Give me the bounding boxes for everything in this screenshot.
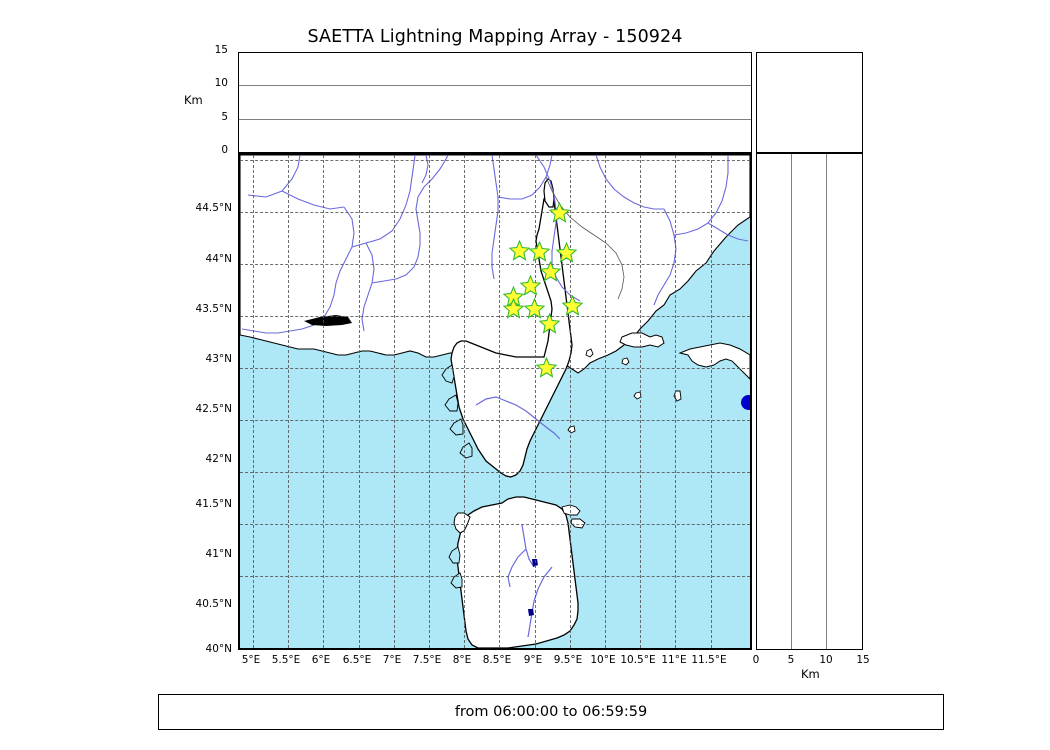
tick-lon-9_5: 9.5°E [553, 654, 583, 666]
lma-station-markers[interactable] [240, 155, 750, 648]
gridline-lon-9 [534, 155, 536, 648]
gridline-lon-5_5 [288, 155, 290, 648]
gridline-km-5 [791, 154, 793, 649]
station-marker[interactable] [549, 202, 570, 223]
tick-alt-15: 15 [214, 44, 228, 56]
tick-lon-5: 5°E [241, 654, 261, 666]
station-marker[interactable] [509, 240, 530, 261]
station-marker[interactable] [524, 298, 545, 319]
gridline-lon-7 [393, 155, 395, 648]
tick-lat-44: 44°N [205, 253, 232, 265]
page-title: SAETTA Lightning Mapping Array - 150924 [307, 27, 683, 47]
gridline-lon-11 [675, 155, 677, 648]
tick-lat-40_5: 40.5°N [195, 598, 232, 610]
map-geography [240, 155, 750, 648]
gridline-lon-8 [464, 155, 466, 648]
gridline-lat-41 [240, 471, 750, 473]
gridline-lat-43 [240, 264, 750, 266]
gridline-lat-42 [240, 368, 750, 369]
tick-lon-11_5: 11.5°E [691, 654, 727, 666]
gridline-lon-10_5 [640, 155, 642, 648]
tick-lat-43: 43°N [205, 353, 232, 365]
station-marker[interactable] [503, 298, 524, 319]
station-marker[interactable] [536, 357, 557, 378]
top-panel-axis-label: Km [184, 93, 203, 107]
tick-km-10: 10 [819, 654, 833, 666]
tick-km-0: 0 [752, 654, 760, 666]
gridline-lon-6_5 [358, 155, 360, 648]
tick-lon-8: 8°E [452, 654, 472, 666]
gridline-lat-40_5 [240, 523, 750, 525]
station-marker[interactable] [562, 295, 583, 316]
gridline-alt-5 [239, 118, 751, 120]
right-panel-axis-label: Km [801, 667, 820, 681]
tick-lon-11: 11°E [661, 654, 687, 666]
tick-lat-41_5: 41.5°N [195, 498, 232, 510]
time-range-label: from 06:00:00 to 06:59:59 [454, 704, 648, 720]
tick-lat-41: 41°N [205, 548, 232, 560]
gridline-lon-6 [323, 155, 325, 648]
tick-lat-42: 42°N [205, 453, 232, 465]
gridline-lon-10 [605, 155, 606, 648]
tick-alt-10: 10 [214, 77, 228, 89]
altitude-time-panel[interactable] [238, 52, 752, 153]
corner-panel [756, 52, 863, 153]
gridline-lon-5 [253, 155, 254, 648]
station-marker[interactable] [529, 241, 550, 262]
gridline-lon-8_5 [499, 155, 501, 648]
tick-lat-43_5: 43.5°N [195, 303, 232, 315]
gridline-lon-7_5 [429, 155, 430, 648]
tick-lon-9: 9°E [523, 654, 543, 666]
tick-alt-0: 0 [221, 144, 228, 156]
gridline-alt-10 [239, 85, 751, 87]
tick-lon-6_5: 6.5°E [342, 654, 372, 666]
tick-lon-8_5: 8.5°E [482, 654, 512, 666]
tick-km-15: 15 [856, 654, 870, 666]
tick-lon-10_5: 10.5°E [620, 654, 656, 666]
gridline-lat-41_5 [240, 419, 750, 421]
station-marker[interactable] [556, 242, 577, 263]
gridline-lat-44 [240, 160, 750, 162]
tick-lon-7: 7°E [382, 654, 402, 666]
tick-alt-5: 5 [221, 111, 228, 123]
station-marker[interactable] [520, 275, 541, 296]
tick-lat-44_5: 44.5°N [195, 202, 232, 214]
station-marker[interactable] [539, 313, 560, 334]
tick-lat-40: 40°N [205, 643, 232, 655]
vhf-source-dot[interactable] [741, 395, 750, 410]
gridline-lon-9_5 [569, 155, 571, 648]
tick-lat-42_5: 42.5°N [195, 403, 232, 415]
tick-lon-5_5: 5.5°E [271, 654, 301, 666]
tick-lon-7_5: 7.5°E [412, 654, 442, 666]
station-marker[interactable] [540, 261, 561, 282]
gridline-km-10 [826, 154, 828, 649]
altitude-longitude-panel[interactable] [756, 153, 863, 650]
tick-lon-10: 10°E [590, 654, 616, 666]
gridline-lat-42_5 [240, 316, 750, 318]
gridline-lat-43_5 [240, 212, 750, 214]
map-panel[interactable] [238, 153, 752, 650]
gridline-lon-11_5 [710, 155, 712, 648]
tick-km-5: 5 [787, 654, 795, 666]
tick-lon-6: 6°E [311, 654, 331, 666]
status-bar: from 06:00:00 to 06:59:59 [158, 694, 944, 730]
gridline-lat-40 [240, 575, 750, 577]
